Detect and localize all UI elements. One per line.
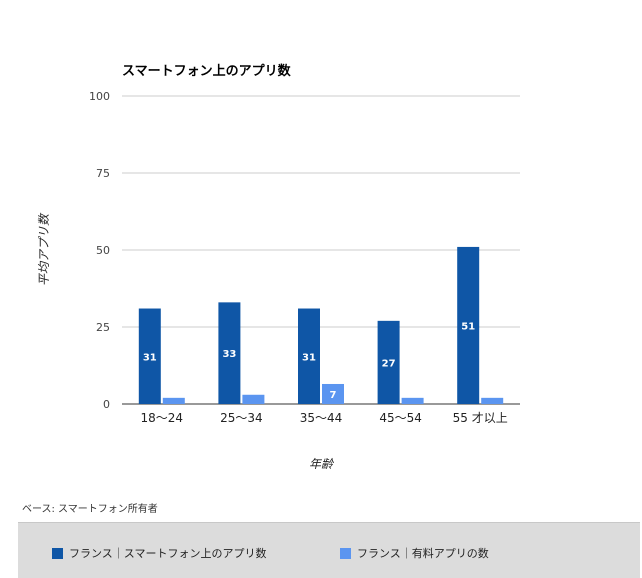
- bar-series-1-2: [218, 302, 241, 404]
- bar-data-label: 51: [461, 321, 475, 332]
- y-tick-label: 25: [96, 321, 110, 334]
- x-tick-label: 18〜24: [141, 411, 184, 425]
- chart-title: スマートフォン上のアプリ数: [122, 64, 291, 79]
- x-tick-label: 25〜34: [220, 411, 263, 425]
- bar-series-2-5: [481, 397, 504, 404]
- legend-label-series-2: フランス｜有料アプリの数: [357, 547, 489, 560]
- bar-data-label: 7: [330, 390, 337, 401]
- bar-series-2-4: [401, 397, 424, 404]
- bar-data-label: 31: [302, 352, 316, 363]
- bar-series-2-2: [242, 394, 265, 404]
- x-tick-label: 35〜44: [300, 411, 343, 425]
- legend-item-series-1[interactable]: フランス｜スマートフォン上のアプリ数: [52, 545, 266, 561]
- y-tick-label: 0: [103, 398, 110, 411]
- y-tick-label: 50: [96, 244, 110, 257]
- bar-series-1-1: [138, 308, 161, 404]
- bar-data-label: 27: [382, 358, 396, 369]
- y-tick-label: 75: [96, 167, 110, 180]
- y-tick-label: 100: [89, 90, 110, 103]
- legend-label-series-1: フランス｜スマートフォン上のアプリ数: [69, 547, 267, 560]
- chart-legend: フランス｜スマートフォン上のアプリ数 フランス｜有料アプリの数: [18, 522, 640, 578]
- bar-data-label: 33: [222, 349, 236, 360]
- bar-data-label: 31: [143, 352, 157, 363]
- base-note: ベース: スマートフォン所有者: [22, 504, 158, 515]
- legend-item-series-2[interactable]: フランス｜有料アプリの数: [340, 545, 489, 561]
- bar-series-2-3: [322, 383, 344, 404]
- y-axis-title: 平均アプリ数: [37, 212, 51, 286]
- legend-swatch-series-1: [52, 547, 63, 559]
- legend-swatch-series-2: [340, 547, 351, 559]
- bar-series-1-5: [457, 246, 480, 404]
- x-axis-title: 年齢: [309, 457, 335, 471]
- x-tick-label: 45〜54: [379, 411, 422, 425]
- bar-series-1-4: [377, 320, 400, 404]
- x-tick-label: 55 才以上: [453, 411, 508, 425]
- bar-series-1-3: [298, 308, 320, 404]
- bar-series-2-1: [162, 397, 185, 404]
